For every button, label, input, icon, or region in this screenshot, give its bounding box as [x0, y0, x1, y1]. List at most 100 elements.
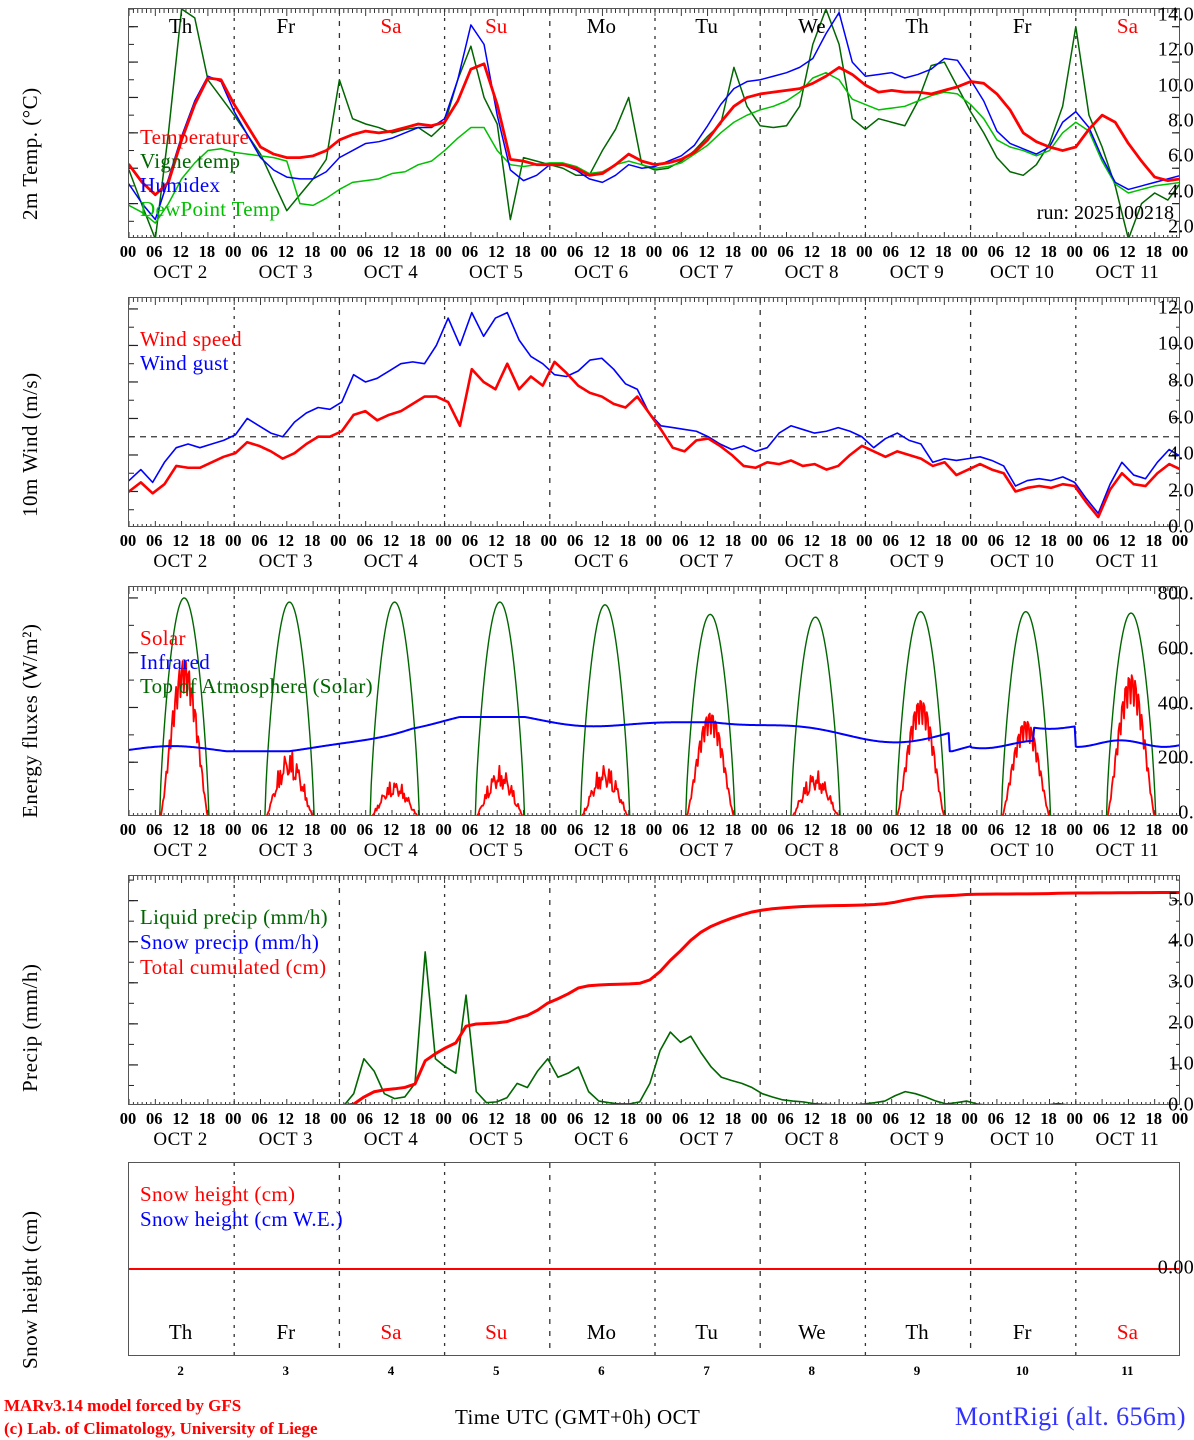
xaxis-hour-tick: 06: [777, 242, 794, 261]
ytick: 600.: [1157, 637, 1194, 660]
xaxis-day-label: OCT 10: [989, 1129, 1055, 1150]
xaxis-day-label: OCT 7: [679, 262, 734, 283]
xaxis-hour-tick: 18: [829, 820, 847, 839]
xaxis-hour-tick: 06: [1092, 1109, 1110, 1128]
xaxis-hour-tick: 06: [1092, 820, 1110, 839]
xaxis-hour-tick: 00: [1171, 820, 1189, 839]
legend-snow-height: Snow height (cm): [140, 1182, 296, 1206]
xaxis-hour-tick: 00: [435, 242, 452, 261]
xaxis-hour-tick: 00: [856, 242, 873, 261]
xaxis-day-label: OCT 4: [363, 1129, 419, 1150]
precip-ylabel: Precip (mm/h): [18, 963, 42, 1092]
xaxis-hour-tick: 18: [514, 242, 531, 261]
model-credit-line1: MARv3.14 model forced by GFS: [4, 1396, 242, 1415]
xaxis-day-label: OCT 4: [363, 551, 419, 572]
xaxis-hour-tick: 06: [987, 242, 1005, 261]
ytick: 4.0: [1168, 442, 1194, 465]
xaxis-hour-tick: 06: [461, 1109, 479, 1128]
day-of-week-label: Su: [485, 14, 508, 38]
ytick: 1.0: [1168, 1052, 1194, 1075]
wind-svg: [129, 298, 1179, 526]
xaxis-hour-tick: 12: [277, 1109, 295, 1128]
xaxis-hour-tick: 12: [1013, 1109, 1031, 1128]
day-of-week-label-bottom: Fr: [276, 1320, 296, 1344]
xaxis-hour-tick: 00: [750, 242, 768, 261]
xaxis-day-label: OCT 6: [574, 840, 629, 861]
xaxis-hour-tick: 00: [961, 820, 978, 839]
xaxis-hour-tick: 18: [409, 820, 426, 839]
legend-vigne-temp: Vigne temp: [140, 149, 241, 173]
xaxis-hour-tick: 00: [856, 1109, 873, 1128]
xaxis-hour-tick: 06: [1092, 242, 1110, 261]
xaxis-hour-tick: 18: [829, 531, 847, 550]
xaxis-day-label: OCT 4: [363, 262, 419, 283]
xaxis-day-label: OCT 8: [784, 1129, 840, 1150]
xaxis-hour-tick: 18: [935, 820, 952, 839]
xaxis-hour-tick: 18: [619, 242, 636, 261]
xaxis-hour-tick: 18: [619, 1109, 636, 1128]
xaxis-hour-tick: 00: [435, 531, 452, 550]
xaxis-hour-tick: 00: [645, 242, 663, 261]
xaxis-hour-tick: 18: [724, 820, 742, 839]
xaxis-hour-tick: 06: [566, 1109, 584, 1128]
xaxis-hour-tick: 12: [1013, 531, 1031, 550]
ytick: 6.0: [1168, 144, 1194, 167]
day-of-week-label-bottom: We: [798, 1320, 826, 1344]
xaxis-day-label: OCT 5: [468, 262, 524, 283]
xaxis-hour-tick: 06: [777, 1109, 794, 1128]
xaxis-day-label: OCT 11: [1095, 840, 1160, 861]
xaxis-day-label: OCT 7: [679, 551, 734, 572]
xaxis-hour-tick: 00: [224, 1109, 242, 1128]
xaxis-hour-tick: 06: [672, 820, 689, 839]
wind-plot-area: [128, 297, 1180, 527]
xaxis-hour-tick: 18: [198, 820, 216, 839]
xaxis-hour-tick: 12: [803, 1109, 821, 1128]
xaxis-hour-tick: 18: [829, 1109, 847, 1128]
xaxis-day-label: OCT 9: [889, 551, 945, 572]
ytick: 10.0: [1157, 332, 1194, 355]
xaxis-hour-tick: 12: [1119, 242, 1136, 261]
day-of-week-label-bottom: Sa: [380, 1320, 402, 1344]
xaxis-hour-tick: 00: [750, 531, 768, 550]
temperature-svg: [129, 9, 1179, 237]
xaxis-hour-tick: 12: [803, 531, 821, 550]
xaxis-hour-tick: 18: [1040, 242, 1057, 261]
day-of-week-label: Fr: [276, 14, 296, 38]
xaxis-title: Time UTC (GMT+0h) OCT: [455, 1405, 701, 1429]
xaxis-hour-tick: 00: [224, 242, 242, 261]
xaxis-hour-tick: 00: [645, 531, 663, 550]
ytick: 0.00: [1157, 1256, 1194, 1279]
xaxis-hour-tick: 12: [487, 820, 505, 839]
precip-svg: [129, 876, 1179, 1104]
day-of-week-label-bottom: Tu: [695, 1320, 718, 1344]
xaxis-hour-tick: 00: [856, 820, 873, 839]
xaxis-day-label: OCT 9: [889, 1129, 945, 1150]
xaxis-day-label: OCT 9: [889, 262, 945, 283]
xaxis-day-label: OCT 11: [1095, 551, 1160, 572]
day-of-week-label: Fr: [1012, 14, 1032, 38]
xaxis-hour-tick: 00: [330, 242, 347, 261]
xaxis-hour-tick: 12: [1119, 820, 1136, 839]
xaxis-hour-tick: 00: [1066, 242, 1084, 261]
day-number-label: 3: [282, 1363, 290, 1378]
ytick: 2.0: [1168, 479, 1194, 502]
xaxis-hour-tick: 18: [409, 1109, 426, 1128]
wind-ylabel: 10m Wind (m/s): [18, 372, 42, 517]
ytick: 6.0: [1168, 406, 1194, 428]
panel-energy-fluxes: Energy fluxes (W/m²) 800. 600. 400. 200.…: [0, 578, 1194, 875]
day-of-week-label: Th: [905, 14, 929, 38]
day-number-label: 4: [387, 1363, 395, 1378]
xaxis-hour-tick: 18: [409, 531, 426, 550]
xaxis-hour-tick: 00: [961, 531, 978, 550]
xaxis-day-label: OCT 8: [784, 262, 840, 283]
day-of-week-label: Sa: [1116, 14, 1138, 38]
ytick: 0.: [1178, 801, 1194, 824]
xaxis-hour-tick: 00: [961, 242, 978, 261]
xaxis-hour-tick: 06: [356, 1109, 373, 1128]
xaxis-hour-tick: 06: [987, 1109, 1005, 1128]
ytick: 4.0: [1168, 180, 1194, 202]
day-of-week-label-bottom: Th: [905, 1320, 929, 1344]
xaxis-hour-tick: 12: [908, 1109, 926, 1128]
xaxis-hour-tick: 00: [330, 820, 347, 839]
temperature-ylabel: 2m Temp. (°C): [18, 87, 42, 220]
